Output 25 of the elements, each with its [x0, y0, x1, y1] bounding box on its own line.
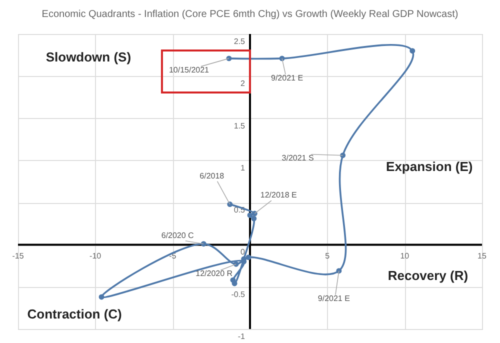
x-tick-label: -10	[90, 252, 102, 261]
x-tick-label: 15	[478, 252, 487, 261]
annotation: 3/2021 S	[282, 153, 314, 162]
annotation: 6/2018	[200, 171, 225, 180]
annotation: 9/2021 E	[271, 73, 304, 82]
annotation: 12/2018 E	[260, 190, 297, 200]
annotation: Contraction (C)	[27, 306, 122, 322]
y-tick-label: -0.5	[231, 290, 246, 299]
chart-title: Economic Quadrants - Inflation (Core PCE 6mth Chg) vs Growth (Weekly Real GDP Nowcast)	[42, 9, 458, 20]
x-tick-label: 10	[400, 252, 410, 261]
annotation: 6/2020 C	[161, 230, 194, 240]
y-tick-label: 0	[240, 248, 246, 257]
y-tick-label: 1	[240, 163, 246, 172]
y-tick-label: -1	[238, 332, 246, 341]
x-tick-label: 5	[325, 252, 330, 261]
annotation: 9/2021 E	[318, 294, 350, 303]
annotation: 12/2020 R	[196, 269, 233, 278]
y-tick-label: 2.5	[234, 37, 246, 46]
y-tick-label: 1.5	[234, 121, 246, 130]
annotation: Slowdown (S)	[46, 50, 132, 65]
annotation: Expansion (E)	[386, 158, 473, 174]
annotation: Recovery (R)	[388, 268, 468, 283]
annotation: 10/15/2021	[168, 65, 210, 74]
y-tick-label: 2	[240, 79, 246, 88]
x-tick-label: -15	[12, 252, 24, 261]
